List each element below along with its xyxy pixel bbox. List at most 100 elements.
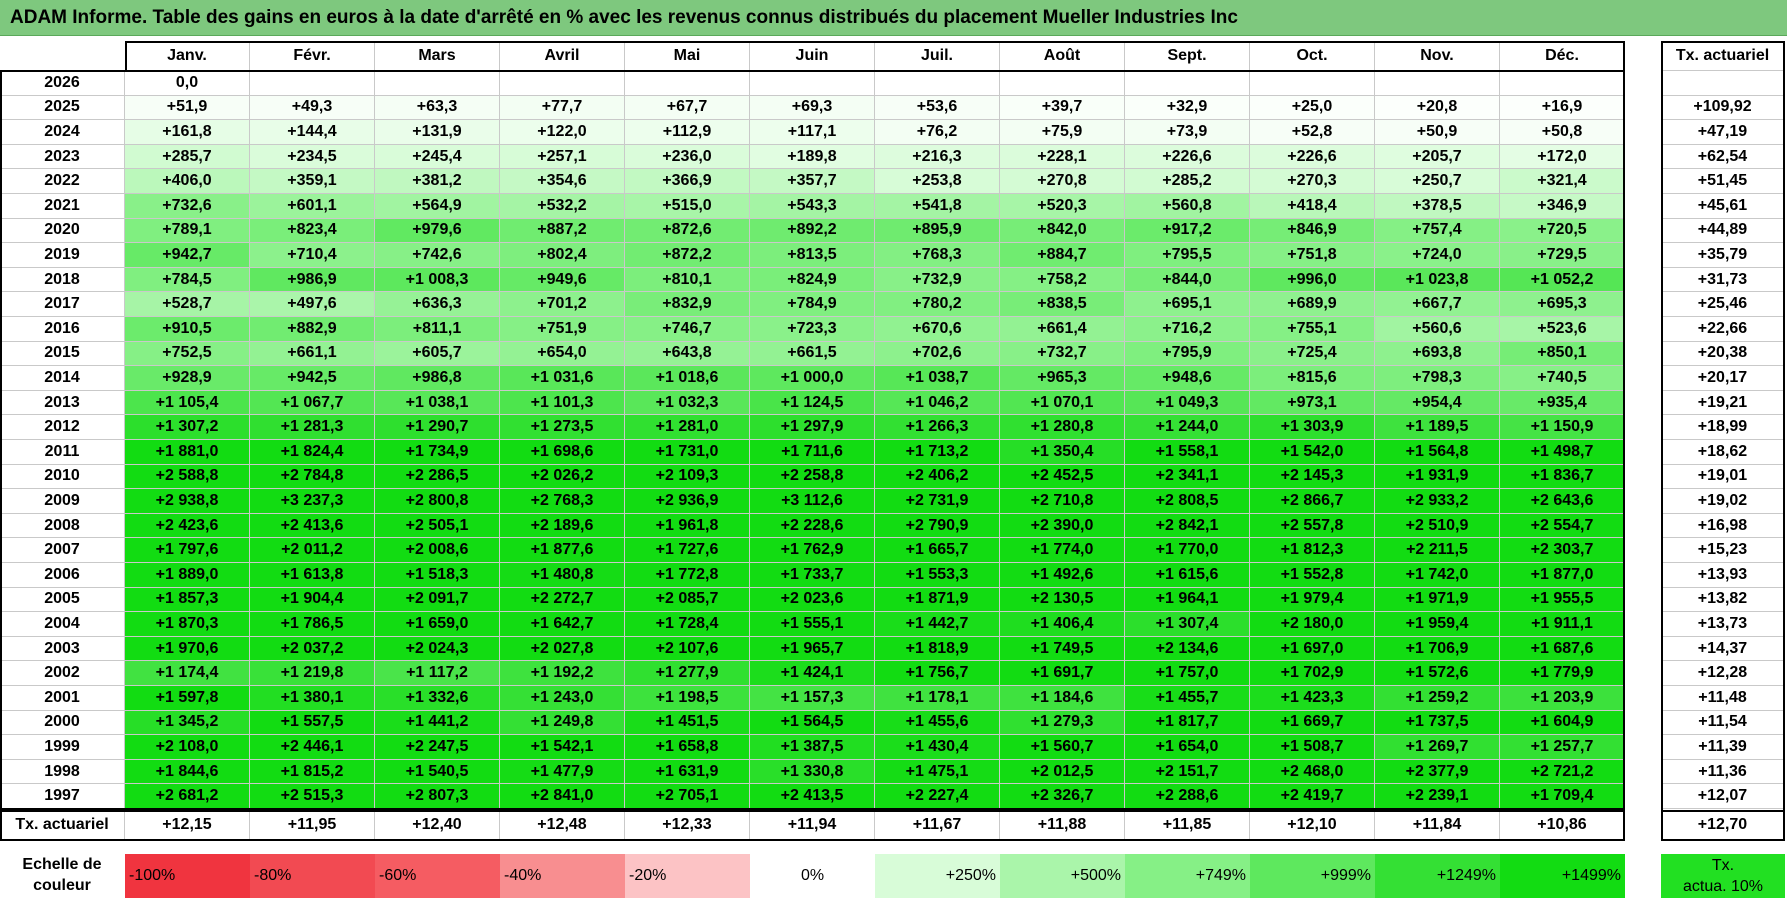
gain-cell: +1 101,3 [500, 390, 625, 416]
gain-cell: +1 877,6 [500, 538, 625, 563]
gain-cell: +2 731,9 [875, 489, 1000, 514]
gain-cell: +850,1 [1500, 341, 1625, 367]
gain-cell: +1 279,3 [1000, 710, 1125, 736]
gain-cell: +1 031,6 [500, 366, 625, 391]
gain-cell: +285,2 [1125, 169, 1250, 194]
footer-rate-cell: +11,95 [250, 810, 375, 840]
gain-cell [375, 71, 500, 96]
year-label: 2018 [0, 267, 125, 293]
gain-cell: +1 032,3 [625, 390, 750, 416]
legend-swatch: -20% [625, 854, 750, 898]
gain-cell: +2 091,7 [375, 587, 500, 613]
gain-cell: +823,4 [250, 218, 375, 244]
gain-cell: +2 705,1 [625, 784, 750, 809]
gain-cell: +378,5 [1375, 194, 1500, 219]
gain-cell: +2 134,6 [1125, 636, 1250, 662]
legend-swatch: -40% [500, 854, 625, 898]
gain-cell: +1 219,8 [250, 661, 375, 686]
gain-cell: +1 542,1 [500, 735, 625, 760]
gain-cell: +1 553,3 [875, 563, 1000, 588]
gain-cell: +1 198,5 [625, 686, 750, 711]
gain-cell: +2 286,5 [375, 464, 500, 490]
gain-cell: +702,6 [875, 341, 1000, 367]
gain-cell: +253,8 [875, 169, 1000, 194]
gain-cell: +520,3 [1000, 194, 1125, 219]
gain-cell: +205,7 [1375, 144, 1500, 170]
gain-cell: +654,0 [500, 341, 625, 367]
year-label: 2005 [0, 587, 125, 613]
gain-cell: +1 727,6 [625, 538, 750, 563]
gain-cell: +49,3 [250, 95, 375, 121]
gain-cell: +1 812,3 [1250, 538, 1375, 563]
gain-cell: +1 757,0 [1125, 661, 1250, 686]
rate-cell: +25,46 [1661, 292, 1785, 317]
gain-cell: +1 931,9 [1375, 464, 1500, 490]
year-label: 2009 [0, 489, 125, 514]
gain-cell: +216,3 [875, 144, 1000, 170]
year-label: 2004 [0, 612, 125, 637]
gain-cell: +1 964,1 [1125, 587, 1250, 613]
rate-cell: +12,07 [1661, 784, 1785, 809]
gain-cell: +2 505,1 [375, 513, 500, 539]
gain-cell: +942,7 [125, 243, 250, 268]
gain-cell: +1 961,8 [625, 513, 750, 539]
gain-cell: +1 613,8 [250, 563, 375, 588]
gain-cell: +1 815,2 [250, 759, 375, 785]
gain-cell: +560,6 [1375, 317, 1500, 342]
gain-cell: +986,8 [375, 366, 500, 391]
gain-cell: +76,2 [875, 120, 1000, 145]
gain-cell: +51,9 [125, 95, 250, 121]
gain-cell: +3 112,6 [750, 489, 875, 514]
legend-swatch: +1499% [1500, 854, 1625, 898]
gain-cell: +720,5 [1500, 218, 1625, 244]
gain-cell: +2 446,1 [250, 735, 375, 760]
gain-cell: +1 836,7 [1500, 464, 1625, 490]
rate-cell: +13,73 [1661, 612, 1785, 637]
gain-cell: +1 959,4 [1375, 612, 1500, 637]
gain-cell: +1 117,2 [375, 661, 500, 686]
gain-cell: +2 807,3 [375, 784, 500, 809]
year-label: 2022 [0, 169, 125, 194]
gain-cell: +20,8 [1375, 95, 1500, 121]
gain-cell: +1 290,7 [375, 415, 500, 440]
gain-cell: +1 597,8 [125, 686, 250, 711]
column-header: Nov. [1375, 41, 1500, 71]
footer-rate-cell: +11,88 [1000, 810, 1125, 840]
gain-cell: +1 070,1 [1000, 390, 1125, 416]
gain-cell: +2 423,6 [125, 513, 250, 539]
gain-cell: +2 109,3 [625, 464, 750, 490]
gain-cell: +601,1 [250, 194, 375, 219]
gain-cell: +1 687,6 [1500, 636, 1625, 662]
gain-cell: +2 303,7 [1500, 538, 1625, 563]
rate-cell: +47,19 [1661, 120, 1785, 145]
gain-cell: +2 008,6 [375, 538, 500, 563]
gain-cell: +1 257,7 [1500, 735, 1625, 760]
gain-cell: +2 938,8 [125, 489, 250, 514]
year-label: 2012 [0, 415, 125, 440]
gain-cell: +1 259,2 [1375, 686, 1500, 711]
gain-cell: +77,7 [500, 95, 625, 121]
gain-cell: +942,5 [250, 366, 375, 391]
gain-cell: +986,9 [250, 267, 375, 293]
gain-cell: +1 455,7 [1125, 686, 1250, 711]
gain-cell: +2 130,5 [1000, 587, 1125, 613]
gain-cell: +1 555,1 [750, 612, 875, 637]
gain-cell: +1 023,8 [1375, 267, 1500, 293]
gain-cell: +1 451,5 [625, 710, 750, 736]
gain-cell: +2 180,0 [1250, 612, 1375, 637]
gain-cell: +1 762,9 [750, 538, 875, 563]
year-label: 2021 [0, 194, 125, 219]
gain-cell: +1 540,5 [375, 759, 500, 785]
gain-cell: +1 737,5 [1375, 710, 1500, 736]
legend-swatch: -80% [250, 854, 375, 898]
gain-cell: +1 266,3 [875, 415, 1000, 440]
year-label: 1998 [0, 759, 125, 785]
gain-cell: +815,6 [1250, 366, 1375, 391]
gain-cell: +1 733,7 [750, 563, 875, 588]
gain-cell: +2 790,9 [875, 513, 1000, 539]
gain-cell: +1 731,0 [625, 440, 750, 465]
gain-cell: +2 554,7 [1500, 513, 1625, 539]
gain-cell: +1 244,0 [1125, 415, 1250, 440]
gain-cell: +1 698,6 [500, 440, 625, 465]
